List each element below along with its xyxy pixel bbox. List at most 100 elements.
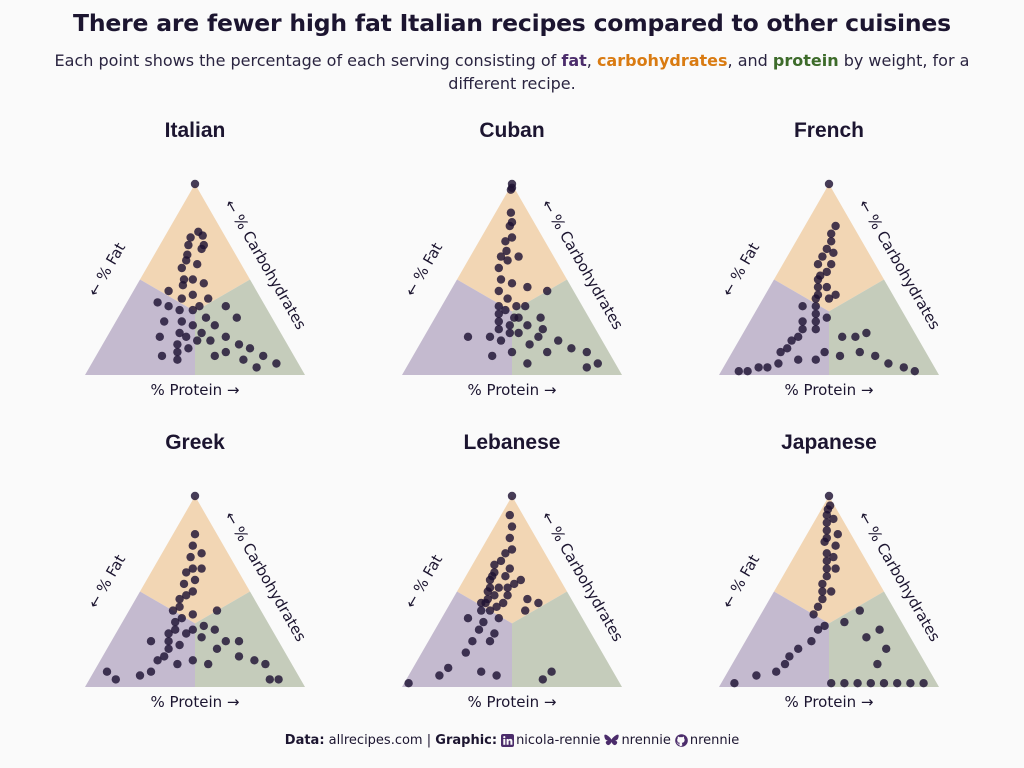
data-point — [485, 332, 495, 341]
data-point — [822, 572, 831, 581]
fat-axis-label: ← % Fat — [84, 551, 129, 611]
data-point — [193, 336, 202, 345]
data-point — [479, 617, 488, 627]
data-point — [822, 313, 831, 322]
data-point — [197, 633, 206, 642]
fat-region — [402, 279, 512, 375]
data-point — [822, 244, 831, 254]
data-point — [210, 625, 219, 634]
protein-region — [829, 591, 939, 687]
linkedin-handle: nicola-rennie — [516, 733, 601, 748]
panel-title: Cuban — [479, 119, 544, 142]
carbohydrates-region — [140, 184, 250, 312]
data-point — [252, 363, 261, 372]
panel-greek: Greek← % Fat ← % Carbohydrates% Protein → — [84, 431, 310, 711]
data-point — [485, 575, 495, 585]
data-point — [798, 317, 807, 326]
data-point — [543, 286, 552, 296]
data-point — [461, 648, 470, 657]
data-point — [198, 231, 207, 240]
data-source: allrecipes.com — [328, 733, 423, 748]
fat-axis-label: ← % Fat — [401, 239, 446, 299]
data-point — [188, 305, 197, 315]
data-point — [899, 363, 908, 372]
data-point — [838, 332, 847, 341]
data-point — [554, 336, 563, 345]
data-point — [827, 229, 836, 238]
data-point — [153, 298, 162, 307]
data-point — [190, 575, 200, 585]
data-point — [175, 305, 184, 315]
data-point — [824, 491, 834, 501]
data-point — [274, 675, 283, 684]
protein-axis-label: % Protein → — [468, 693, 557, 711]
data-point — [507, 279, 517, 288]
data-point — [743, 367, 752, 376]
data-point — [184, 344, 193, 353]
data-point — [173, 340, 182, 349]
data-point — [811, 309, 820, 319]
data-point — [783, 344, 792, 353]
data-point — [221, 347, 230, 357]
data-point — [521, 606, 530, 615]
fat-region — [85, 591, 195, 687]
data-point — [906, 679, 915, 688]
protein-region — [512, 591, 622, 687]
data-point — [855, 347, 864, 357]
data-point — [811, 302, 820, 311]
data-point — [875, 625, 884, 634]
data-point — [477, 667, 486, 676]
protein-axis-label: % Protein → — [785, 693, 874, 711]
chart-title: There are fewer high fat Italian recipes… — [73, 9, 951, 37]
data-point — [523, 321, 532, 330]
panel-title: Greek — [165, 431, 225, 454]
data-point — [507, 545, 517, 554]
data-point — [153, 656, 162, 665]
data-point — [474, 625, 484, 634]
data-point — [483, 587, 492, 596]
protein-axis-label: % Protein → — [151, 693, 240, 711]
data-point — [794, 355, 803, 364]
data-point — [199, 621, 208, 631]
data-point — [503, 591, 512, 600]
github-icon — [675, 734, 688, 751]
data-point — [811, 325, 820, 334]
data-point — [538, 325, 547, 334]
data-point — [871, 351, 880, 361]
data-point — [245, 344, 255, 353]
data-point — [111, 675, 121, 684]
data-point — [490, 591, 499, 600]
data-point — [831, 290, 840, 299]
data-point — [175, 328, 184, 338]
data-point — [210, 351, 219, 361]
data-point — [536, 313, 545, 322]
data-point — [494, 614, 503, 623]
data-point — [188, 610, 197, 619]
data-point — [193, 260, 202, 269]
data-point — [882, 644, 891, 653]
data-point — [534, 598, 543, 608]
data-point — [822, 518, 831, 527]
data-point — [505, 564, 514, 573]
data-point — [190, 179, 200, 189]
data-point — [752, 671, 761, 680]
data-point — [818, 587, 827, 596]
data-point — [820, 621, 829, 631]
data-point — [250, 656, 259, 665]
protein-axis-label: % Protein → — [785, 381, 874, 399]
data-point — [829, 248, 838, 257]
data-point — [173, 355, 182, 364]
separator: | — [426, 733, 432, 748]
data-point — [188, 564, 197, 573]
subtitle-carbohydrates: carbohydrates — [596, 51, 728, 70]
data-point — [822, 510, 831, 520]
data-point — [811, 294, 820, 303]
data-point — [494, 325, 503, 334]
data-point — [204, 659, 213, 669]
data-point — [199, 279, 208, 288]
panel-french: French← % Fat ← % Carbohydrates% Protein … — [718, 119, 944, 399]
carbohydrates-region — [457, 184, 567, 312]
panel-title: French — [794, 119, 864, 142]
data-point — [157, 351, 167, 361]
data-point — [582, 363, 591, 372]
